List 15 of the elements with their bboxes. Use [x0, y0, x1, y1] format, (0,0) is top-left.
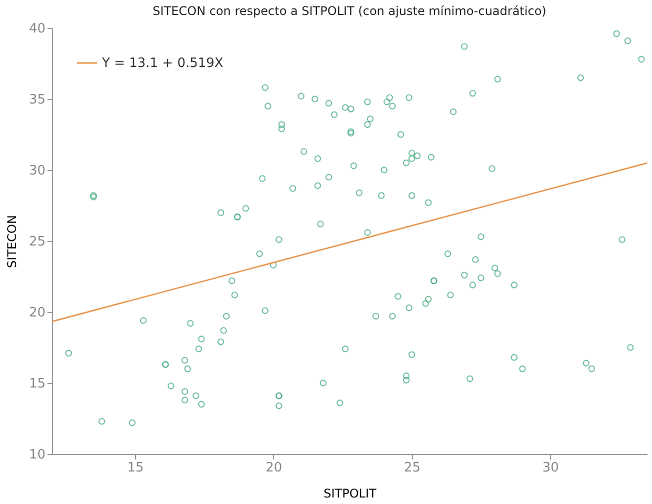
x-tick-label: 25 — [404, 460, 421, 476]
chart-title: SITECON con respecto a SITPOLIT (con ajuste mínimo-cuadrático) — [152, 4, 546, 18]
y-tick-label: 10 — [28, 448, 46, 462]
y-tick-label: 35 — [28, 92, 46, 108]
y-axis-title: SITECON — [4, 215, 19, 268]
x-tick-label: 30 — [542, 460, 559, 476]
x-tick-label: 20 — [266, 460, 282, 476]
y-tick-label: 40 — [28, 22, 46, 36]
y-tick-label: 15 — [28, 376, 46, 392]
y-tick-label: 30 — [28, 164, 46, 178]
x-axis-title: SITPOLIT — [324, 486, 378, 500]
x-tick-label: 15 — [127, 460, 144, 476]
y-tick-label: 25 — [28, 234, 46, 250]
y-tick-label: 20 — [28, 306, 46, 320]
legend-label: Y = 13.1 + 0.519X — [101, 56, 224, 71]
